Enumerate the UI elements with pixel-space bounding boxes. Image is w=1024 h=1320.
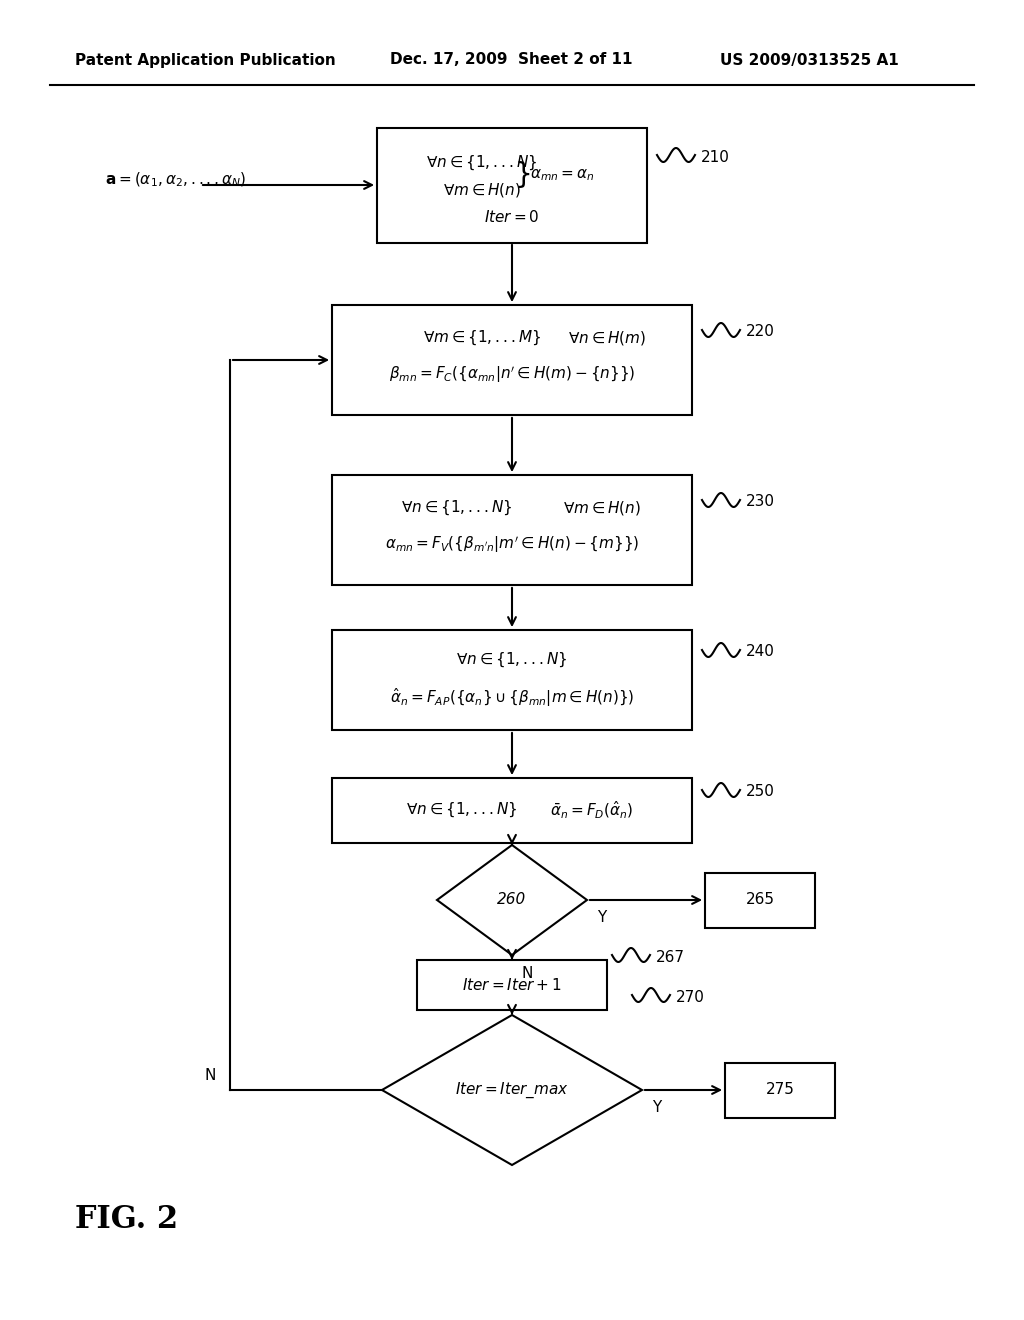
Text: $\bar{\alpha}_n = F_D(\hat{\alpha}_n)$: $\bar{\alpha}_n = F_D(\hat{\alpha}_n)$ [550,800,634,821]
Text: $\forall n \in \{1,...N\}$: $\forall n \in \{1,...N\}$ [426,154,538,172]
Text: $\forall n \in \{1,...N\}$: $\forall n \in \{1,...N\}$ [401,499,513,517]
Polygon shape [382,1015,642,1166]
Text: $\alpha_{mn} = \alpha_n$: $\alpha_{mn} = \alpha_n$ [529,168,594,183]
Text: 270: 270 [676,990,705,1005]
Text: $\forall n \in \{1,...N\}$: $\forall n \in \{1,...N\}$ [407,801,517,820]
Text: $\forall n \in \{1,...N\}$: $\forall n \in \{1,...N\}$ [457,651,567,669]
Text: $\forall n \in H(m)$: $\forall n \in H(m)$ [568,329,646,347]
Text: 250: 250 [746,784,775,800]
Text: Y: Y [597,911,606,925]
Text: $Iter = Iter\_max$: $Iter = Iter\_max$ [455,1080,569,1100]
Bar [332,777,692,842]
Text: $\forall m \in \{1,...M\}$: $\forall m \in \{1,...M\}$ [423,329,541,347]
Bar [332,475,692,585]
Text: $\forall m \in H(n)$: $\forall m \in H(n)$ [443,181,521,199]
Bar [377,128,647,243]
Text: US 2009/0313525 A1: US 2009/0313525 A1 [720,53,899,67]
Text: Patent Application Publication: Patent Application Publication [75,53,336,67]
Text: $\alpha_{mn} = F_V(\{\beta_{m^\prime n}|m^\prime \in H(n) - \{m\}\})$: $\alpha_{mn} = F_V(\{\beta_{m^\prime n}|… [385,535,639,556]
Text: N: N [205,1068,216,1082]
Text: $\}$: $\}$ [514,160,530,190]
Text: $\beta_{mn} = F_C(\{\alpha_{mn}|n^\prime \in H(m) - \{n\}\})$: $\beta_{mn} = F_C(\{\alpha_{mn}|n^\prime… [389,364,635,385]
Text: N: N [521,965,532,981]
Text: 260: 260 [498,892,526,908]
Bar [725,1063,835,1118]
Bar [417,960,607,1010]
Text: FIG. 2: FIG. 2 [75,1204,178,1236]
Text: 210: 210 [701,149,730,165]
Text: $\mathbf{a} = (\alpha_1, \alpha_2, ..., \alpha_N)$: $\mathbf{a} = (\alpha_1, \alpha_2, ..., … [105,170,247,189]
Text: Dec. 17, 2009  Sheet 2 of 11: Dec. 17, 2009 Sheet 2 of 11 [390,53,633,67]
Bar [705,873,815,928]
Text: 240: 240 [746,644,775,660]
Text: 220: 220 [746,325,775,339]
Bar [332,630,692,730]
Text: 230: 230 [746,495,775,510]
Bar [332,305,692,414]
Text: Y: Y [652,1101,662,1115]
Text: $\hat{\alpha}_n = F_{AP}(\{\alpha_n\} \cup \{\beta_{mn}|m \in H(n)\})$: $\hat{\alpha}_n = F_{AP}(\{\alpha_n\} \c… [390,686,634,709]
Text: 275: 275 [766,1082,795,1097]
Polygon shape [437,845,587,954]
Text: $Iter = Iter + 1$: $Iter = Iter + 1$ [462,977,562,993]
Text: 265: 265 [745,892,774,908]
Text: 267: 267 [656,949,685,965]
Text: $Iter = 0$: $Iter = 0$ [484,209,540,224]
Text: $\forall m \in H(n)$: $\forall m \in H(n)$ [563,499,641,517]
